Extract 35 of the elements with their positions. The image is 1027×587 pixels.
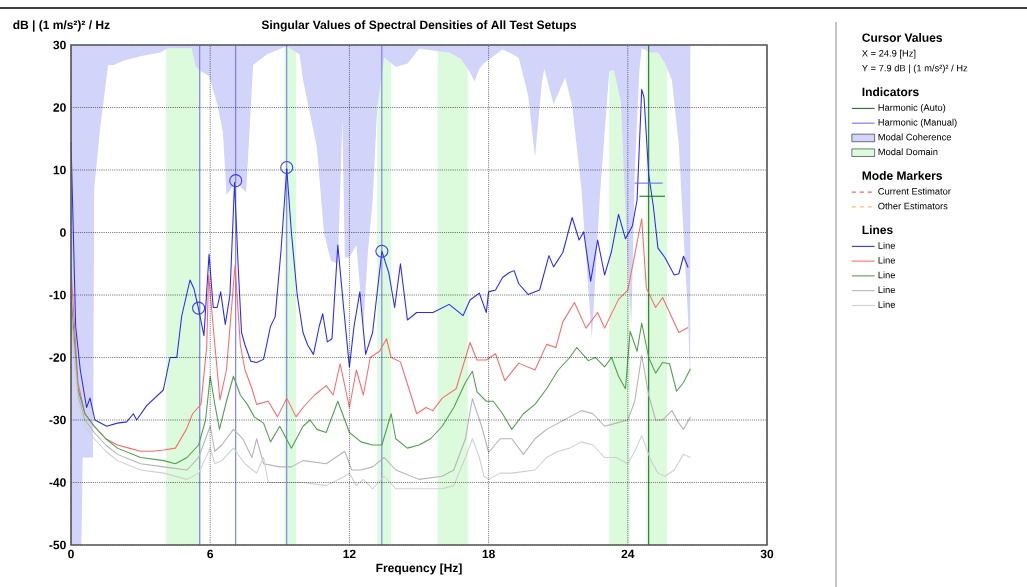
legend-label: Line xyxy=(878,301,896,308)
y-tick-label: -50 xyxy=(49,540,66,550)
text: Cursor Values xyxy=(862,33,943,42)
x-tick-label: 6 xyxy=(207,549,214,559)
legend-label: Line xyxy=(878,271,896,279)
legend-label: Modal Domain xyxy=(878,148,938,156)
y-tick-label: -10 xyxy=(49,290,66,300)
text: Y = 7.9 dB | (1 m/s²)² / Hz xyxy=(862,64,968,74)
x-tick-label: 12 xyxy=(343,549,356,559)
text: Indicators xyxy=(862,87,919,97)
text: Mode Markers xyxy=(862,171,942,180)
legend-label: Other Estimators xyxy=(878,202,948,210)
y-tick-label: 0 xyxy=(60,228,66,237)
chart-title: Singular Values of Spectral Densities of All Test Setups xyxy=(261,20,577,32)
legend-label: Modal Coherence xyxy=(878,133,952,141)
x-tick-label: 18 xyxy=(482,549,495,559)
y-tick-label: 20 xyxy=(53,103,66,112)
legend-label: Harmonic (Auto) xyxy=(878,104,946,113)
legend-label: Line xyxy=(878,286,896,294)
x-tick-label: 30 xyxy=(760,549,774,559)
y-tick-label: -40 xyxy=(49,478,66,487)
x-tick-label: 24 xyxy=(621,549,635,559)
y-tick-label: 10 xyxy=(53,165,66,175)
y-tick-label: -30 xyxy=(49,415,66,425)
legend-label: Harmonic (Manual) xyxy=(878,118,957,128)
legend-label: Current Estimator xyxy=(878,187,951,195)
x-tick-label: 0 xyxy=(68,549,74,559)
y-axis-title: dB | (1 m/s²)² / Hz xyxy=(13,20,110,32)
legend-title: Lines xyxy=(862,225,893,235)
y-tick-label: -20 xyxy=(49,353,66,362)
legend-label: Line xyxy=(878,256,896,264)
y-tick-label: 30 xyxy=(53,40,66,50)
text: X = 24.9 [Hz] xyxy=(862,49,916,59)
x-axis-title: Frequency [Hz] xyxy=(376,563,462,575)
legend-label: Line xyxy=(878,241,896,249)
